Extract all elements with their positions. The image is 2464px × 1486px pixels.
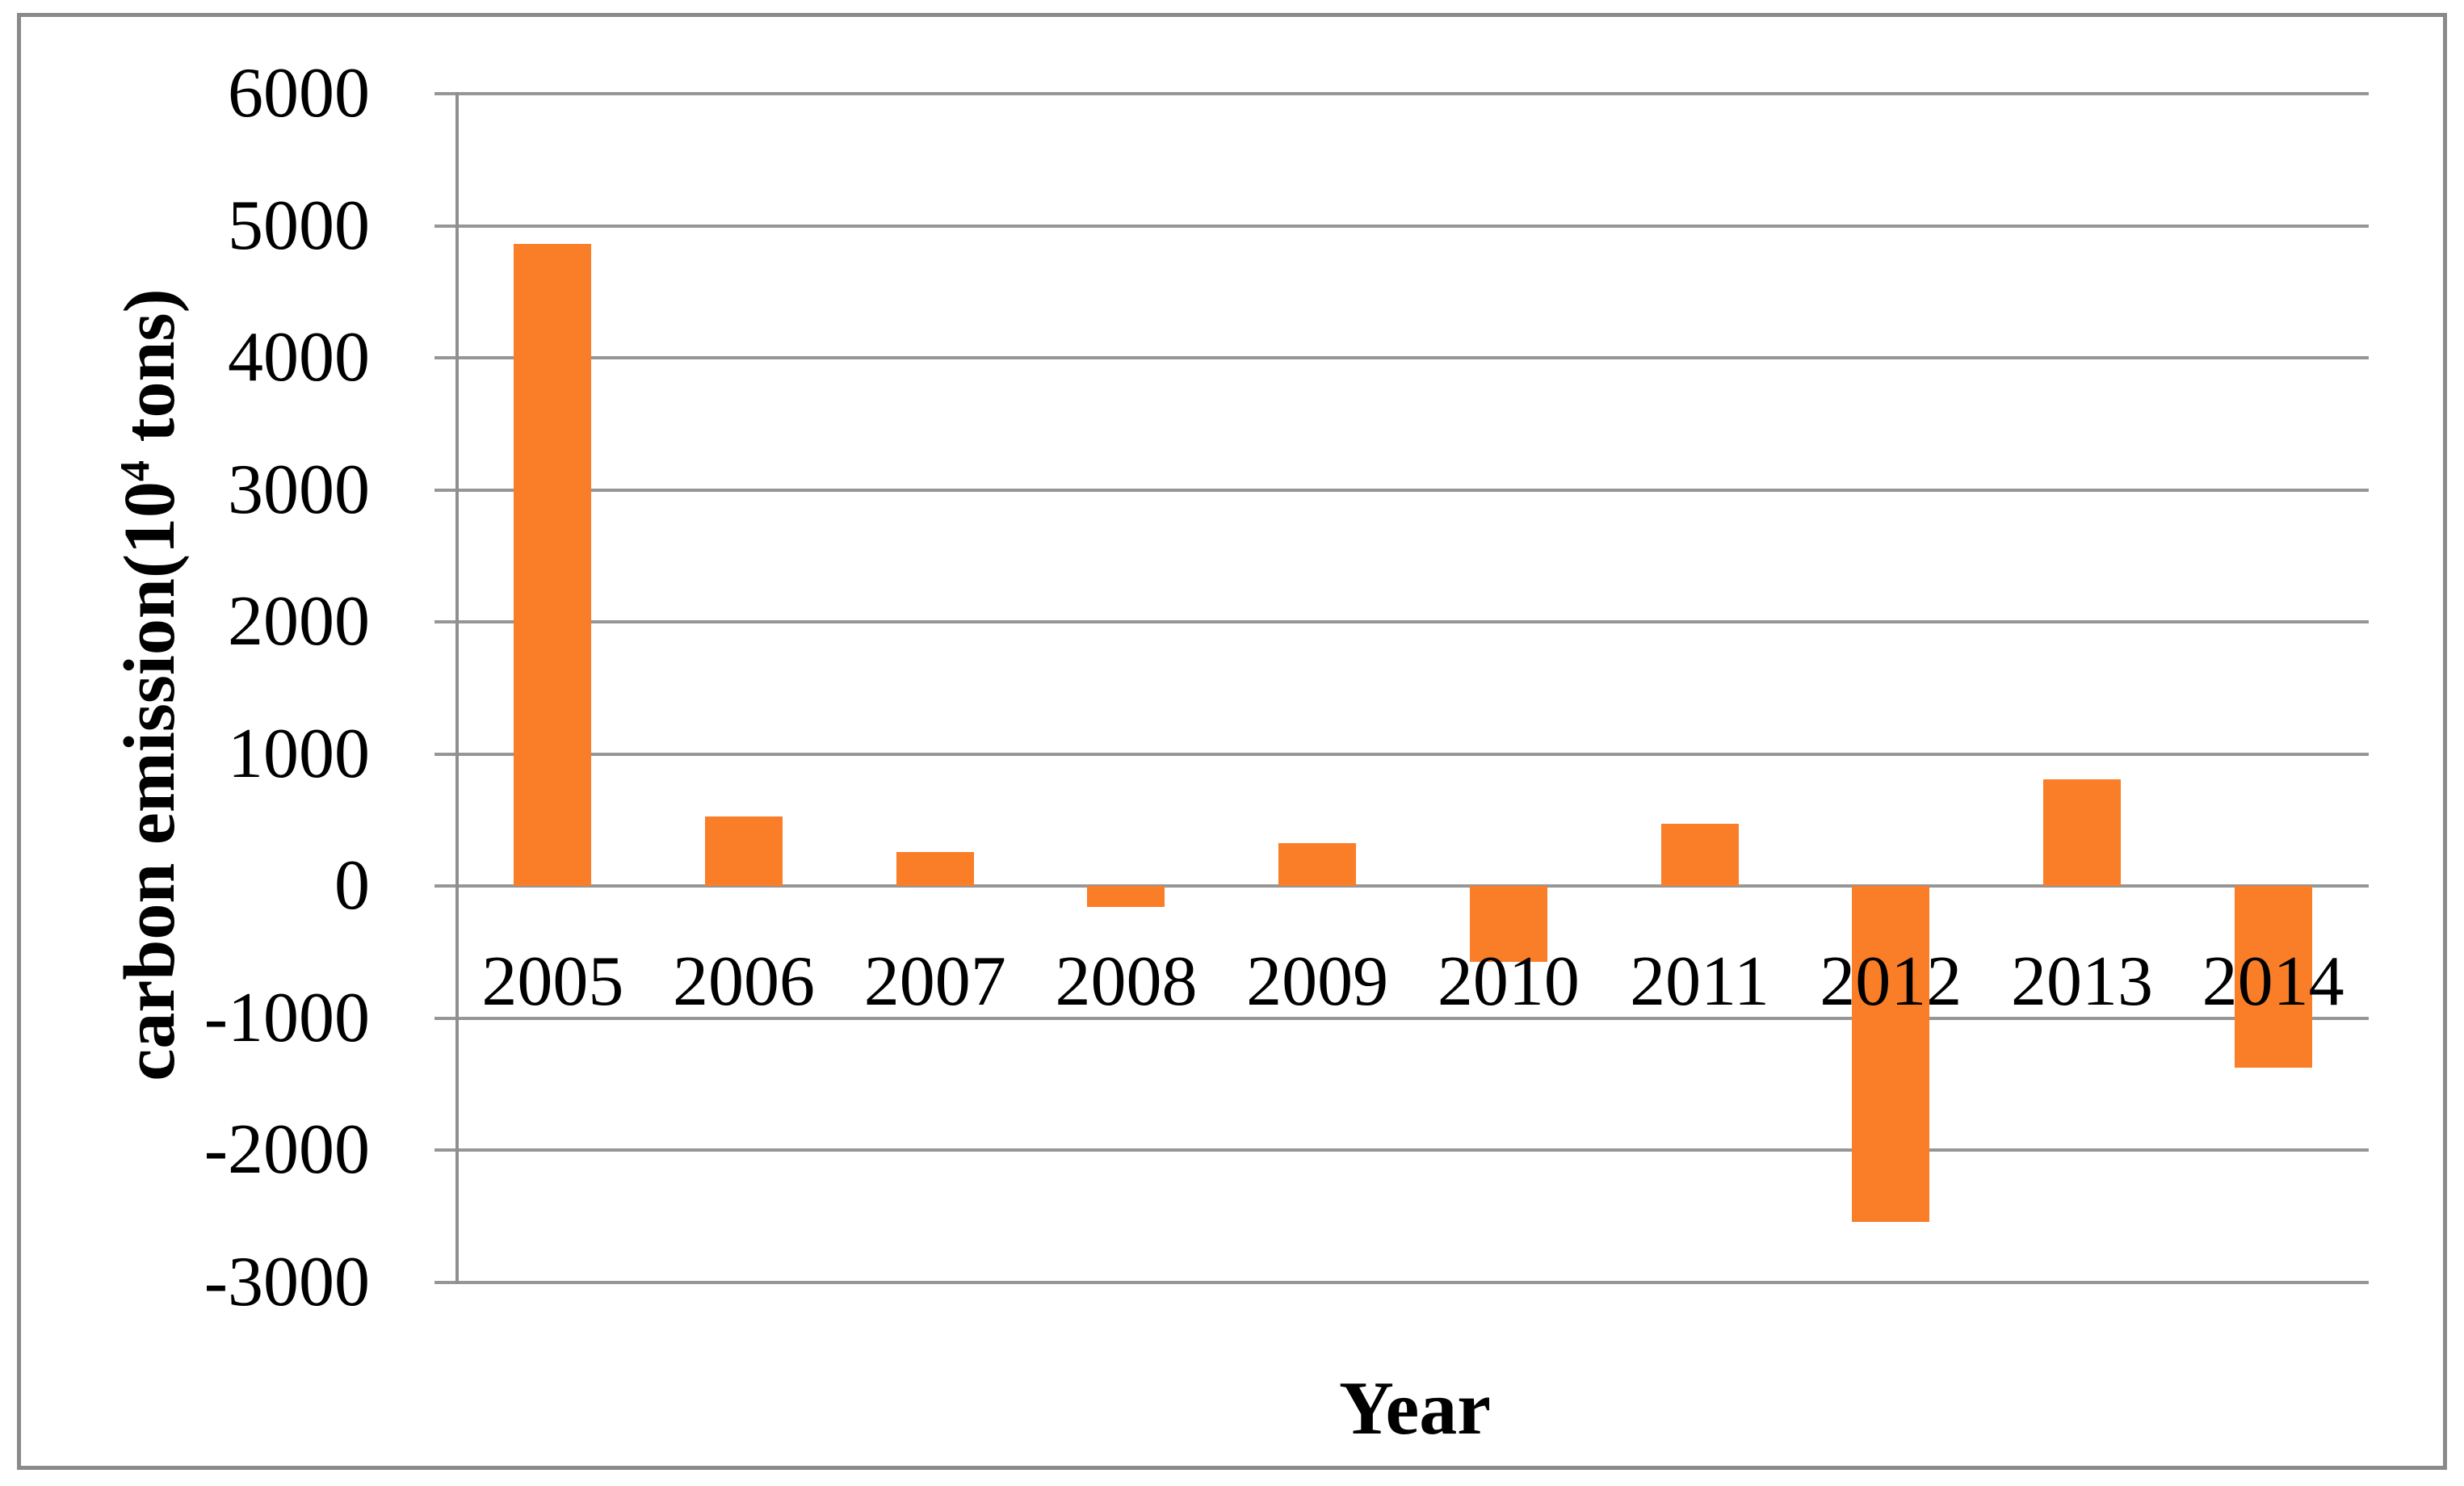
x-axis-title: Year bbox=[1339, 1366, 1491, 1450]
bar-2010 bbox=[1469, 886, 1547, 963]
figure-border bbox=[17, 13, 2447, 1470]
gridline bbox=[434, 1281, 2369, 1284]
bar-2013 bbox=[2042, 779, 2121, 887]
gridline bbox=[434, 752, 2369, 756]
x-tick-label: 2008 bbox=[1055, 942, 1198, 1021]
y-tick-label: 6000 bbox=[228, 54, 370, 132]
y-axis-title-text: carbon emission(10 bbox=[110, 481, 190, 1081]
bar-2005 bbox=[514, 244, 592, 887]
y-tick-label: -1000 bbox=[204, 978, 370, 1057]
gridline bbox=[434, 1148, 2369, 1152]
y-tick-label: 4000 bbox=[228, 318, 370, 397]
gridline bbox=[434, 224, 2369, 228]
gridline bbox=[434, 488, 2369, 492]
gridline bbox=[434, 1016, 2369, 1020]
y-tick-label: 0 bbox=[334, 846, 370, 926]
y-axis-title-units: tons) bbox=[110, 288, 190, 460]
y-tick-label: 1000 bbox=[228, 714, 370, 793]
bar-2011 bbox=[1660, 824, 1739, 887]
y-tick-label: 2000 bbox=[228, 582, 370, 661]
gridline bbox=[434, 620, 2369, 624]
x-tick-label: 2006 bbox=[673, 942, 816, 1021]
x-tick-label: 2014 bbox=[2202, 942, 2344, 1021]
bar-2012 bbox=[1852, 886, 1930, 1222]
bar-2014 bbox=[2234, 886, 2312, 1068]
x-tick-label: 2007 bbox=[863, 942, 1006, 1021]
y-axis-line bbox=[455, 92, 459, 1284]
bar-2006 bbox=[705, 816, 783, 887]
bar-2009 bbox=[1278, 843, 1357, 887]
y-tick-label: -2000 bbox=[204, 1110, 370, 1190]
x-tick-label: 2009 bbox=[1246, 942, 1389, 1021]
y-axis-title: carbon emission(104 tons) bbox=[110, 288, 190, 1081]
x-tick-label: 2011 bbox=[1630, 942, 1769, 1021]
x-tick-label: 2005 bbox=[481, 942, 624, 1021]
bar-2008 bbox=[1087, 886, 1165, 908]
gridline bbox=[434, 884, 2369, 888]
y-tick-label: 3000 bbox=[228, 450, 370, 529]
x-tick-label: 2013 bbox=[2010, 942, 2153, 1021]
gridline bbox=[434, 92, 2369, 95]
y-tick-label: 5000 bbox=[228, 186, 370, 265]
bar-2007 bbox=[896, 851, 974, 887]
gridline bbox=[434, 356, 2369, 360]
y-axis-title-superscript: 4 bbox=[111, 460, 158, 482]
y-tick-label: -3000 bbox=[204, 1243, 370, 1321]
x-tick-label: 2012 bbox=[1820, 942, 1962, 1021]
x-tick-label: 2010 bbox=[1437, 942, 1580, 1021]
